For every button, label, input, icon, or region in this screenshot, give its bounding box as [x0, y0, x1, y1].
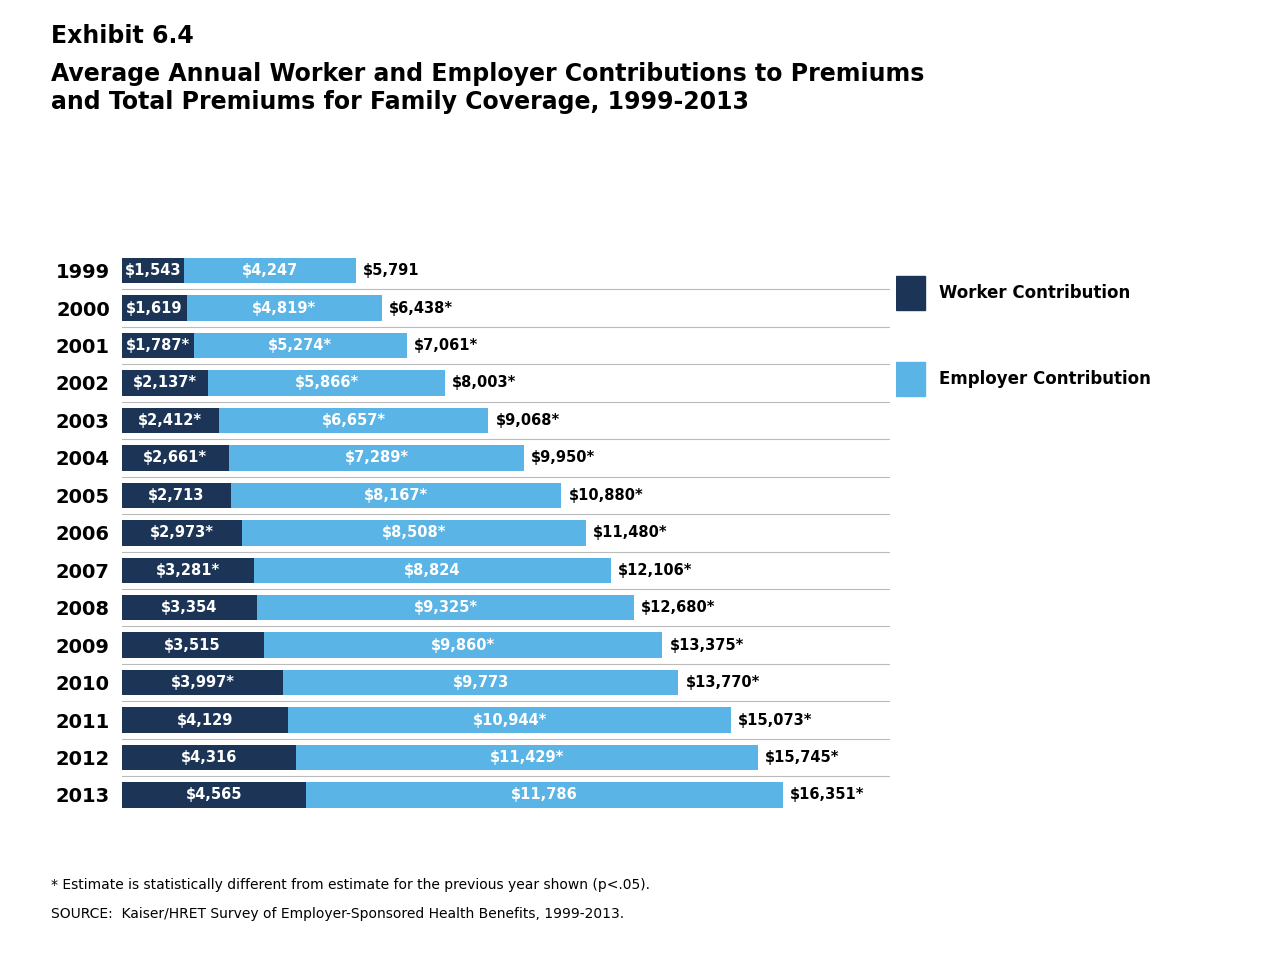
Text: $2,713: $2,713	[148, 488, 205, 503]
Text: $3,354: $3,354	[161, 600, 218, 615]
Text: $1,543: $1,543	[124, 263, 180, 278]
Bar	[184, 258, 356, 283]
Text: $2,412*: $2,412*	[138, 413, 202, 428]
Bar	[232, 483, 562, 508]
Text: $11,480*: $11,480*	[593, 525, 668, 540]
Text: $5,866*: $5,866*	[294, 375, 358, 391]
Bar	[255, 558, 611, 583]
Bar	[122, 333, 193, 358]
Bar	[257, 595, 634, 620]
Text: $8,824: $8,824	[404, 563, 461, 578]
Text: $9,068*: $9,068*	[495, 413, 559, 428]
Text: $2,661*: $2,661*	[143, 450, 207, 466]
Text: $10,880*: $10,880*	[568, 488, 644, 503]
Text: $16,351*: $16,351*	[790, 787, 864, 803]
Bar	[122, 408, 219, 433]
Bar	[122, 633, 264, 658]
Bar	[122, 745, 296, 770]
Bar	[122, 595, 257, 620]
Text: $3,515: $3,515	[164, 637, 221, 653]
Text: KAISER: KAISER	[1156, 894, 1219, 909]
Text: Average Annual Worker and Employer Contributions to Premiums
and Total Premiums : Average Annual Worker and Employer Contr…	[51, 62, 924, 114]
Text: $7,289*: $7,289*	[344, 450, 408, 466]
Bar	[122, 558, 255, 583]
Bar	[296, 745, 758, 770]
Text: $9,773: $9,773	[453, 675, 509, 690]
Text: $4,316: $4,316	[180, 750, 237, 765]
Text: $4,247: $4,247	[242, 263, 298, 278]
Bar	[187, 296, 381, 321]
Text: $4,129: $4,129	[177, 712, 233, 728]
Text: THE HENRY J.: THE HENRY J.	[1157, 879, 1217, 888]
Text: $11,786: $11,786	[511, 787, 577, 803]
Text: $12,106*: $12,106*	[618, 563, 692, 578]
Text: $8,508*: $8,508*	[381, 525, 445, 540]
Bar	[122, 371, 207, 396]
Bar	[122, 782, 306, 807]
Bar	[283, 670, 678, 695]
Text: $9,325*: $9,325*	[413, 600, 477, 615]
Text: $5,791: $5,791	[364, 263, 420, 278]
Text: SOURCE:  Kaiser/HRET Survey of Employer-Sponsored Health Benefits, 1999-2013.: SOURCE: Kaiser/HRET Survey of Employer-S…	[51, 907, 625, 922]
Text: $2,973*: $2,973*	[150, 525, 214, 540]
Text: $1,787*: $1,787*	[125, 338, 189, 353]
Text: $3,281*: $3,281*	[156, 563, 220, 578]
Text: $1,619: $1,619	[125, 300, 183, 316]
Bar	[242, 520, 586, 545]
FancyBboxPatch shape	[896, 362, 924, 396]
Text: Exhibit 6.4: Exhibit 6.4	[51, 24, 195, 48]
Text: Employer Contribution: Employer Contribution	[940, 371, 1151, 388]
Bar	[122, 520, 242, 545]
FancyBboxPatch shape	[896, 276, 924, 310]
Bar	[229, 445, 524, 470]
Text: $13,375*: $13,375*	[669, 637, 744, 653]
Bar	[288, 708, 731, 732]
Bar	[122, 258, 184, 283]
Text: $15,073*: $15,073*	[739, 712, 813, 728]
Text: $13,770*: $13,770*	[686, 675, 760, 690]
Text: * Estimate is statistically different from estimate for the previous year shown : * Estimate is statistically different fr…	[51, 878, 650, 893]
Text: $6,657*: $6,657*	[321, 413, 385, 428]
Text: $4,819*: $4,819*	[252, 300, 316, 316]
Text: FAMILY: FAMILY	[1157, 912, 1217, 927]
Bar	[122, 296, 187, 321]
Text: $5,274*: $5,274*	[269, 338, 333, 353]
Text: $3,997*: $3,997*	[170, 675, 234, 690]
Text: $8,167*: $8,167*	[365, 488, 429, 503]
Bar	[306, 782, 782, 807]
Text: $15,745*: $15,745*	[765, 750, 840, 765]
Text: $6,438*: $6,438*	[389, 300, 453, 316]
Text: FOUNDATION: FOUNDATION	[1157, 933, 1217, 942]
Bar	[122, 708, 288, 732]
Bar	[264, 633, 662, 658]
Text: $4,565: $4,565	[186, 787, 242, 803]
Text: $10,944*: $10,944*	[472, 712, 547, 728]
Text: $8,003*: $8,003*	[452, 375, 517, 391]
Text: $12,680*: $12,680*	[641, 600, 716, 615]
Bar	[219, 408, 488, 433]
Text: $7,061*: $7,061*	[415, 338, 479, 353]
Bar	[193, 333, 407, 358]
Bar	[122, 445, 229, 470]
Bar	[207, 371, 445, 396]
Text: $2,137*: $2,137*	[133, 375, 197, 391]
Bar	[122, 483, 232, 508]
Text: $11,429*: $11,429*	[490, 750, 564, 765]
Text: $9,950*: $9,950*	[531, 450, 595, 466]
Text: $9,860*: $9,860*	[431, 637, 495, 653]
Bar	[122, 670, 283, 695]
Text: Worker Contribution: Worker Contribution	[940, 284, 1130, 301]
